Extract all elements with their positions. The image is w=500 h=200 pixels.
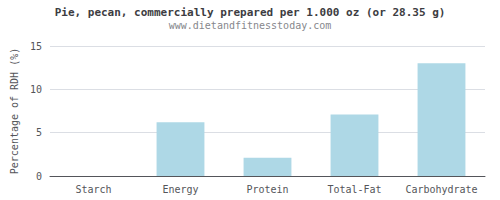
svg-text:15: 15 bbox=[30, 41, 42, 52]
svg-text:Total-Fat: Total-Fat bbox=[327, 184, 381, 195]
svg-text:Pie, pecan, commercially prepa: Pie, pecan, commercially prepared per 1.… bbox=[55, 6, 446, 19]
svg-text:5: 5 bbox=[36, 127, 42, 138]
svg-text:Energy: Energy bbox=[162, 184, 198, 195]
svg-text:10: 10 bbox=[30, 84, 42, 95]
svg-text:Starch: Starch bbox=[75, 184, 111, 195]
svg-text:www.dietandfitnesstoday.com: www.dietandfitnesstoday.com bbox=[169, 20, 332, 31]
svg-text:0: 0 bbox=[36, 171, 42, 182]
svg-text:Protein: Protein bbox=[246, 184, 288, 195]
svg-text:Percentage of RDH (%): Percentage of RDH (%) bbox=[9, 48, 20, 174]
svg-text:Carbohydrate: Carbohydrate bbox=[405, 184, 477, 195]
